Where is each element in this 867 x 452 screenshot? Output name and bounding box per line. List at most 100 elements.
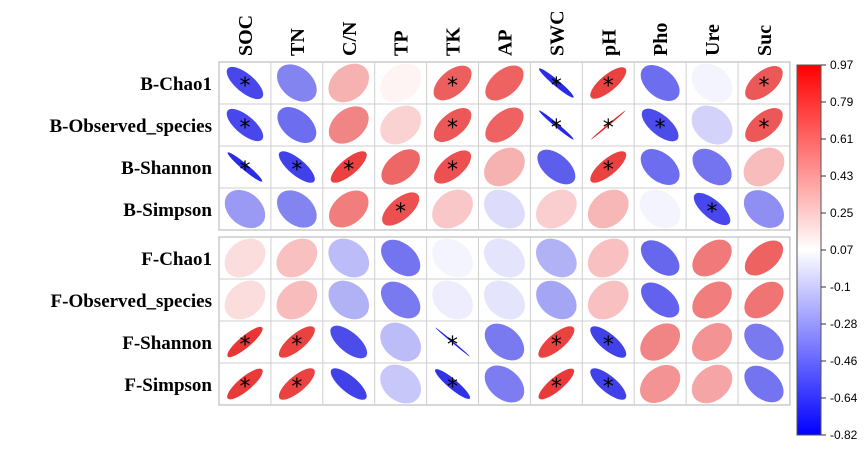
- significance-marker: *: [655, 116, 666, 141]
- cell-b-observed-species-suc: [745, 108, 783, 142]
- column-label-suc: Suc: [754, 25, 776, 56]
- row-label-b-chao1: B-Chao1: [140, 74, 212, 95]
- cell-b-observed-species-tn: [277, 107, 317, 143]
- cell-f-simpson-swc: [538, 368, 575, 400]
- cell-f-shannon-suc: [744, 323, 784, 361]
- significance-marker: *: [291, 375, 302, 400]
- cell-f-simpson-c-n: [330, 368, 367, 400]
- colorbar-tick-label: 0.97: [830, 58, 854, 72]
- significance-marker: *: [239, 74, 250, 99]
- cell-b-chao1-swc: [538, 68, 574, 98]
- cell-f-observed-species-tp: [380, 281, 421, 319]
- row-labels: B-Chao1 B-Observed_species B-Shannon B-Simp…: [49, 74, 212, 396]
- significance-marker: *: [551, 74, 562, 99]
- significance-marker: *: [447, 116, 458, 141]
- cell-f-observed-species-tk: [432, 280, 473, 320]
- significance-marker: *: [551, 116, 562, 141]
- significance-marker: *: [447, 333, 458, 358]
- cell-b-chao1-tp: [380, 63, 422, 103]
- cell-b-observed-species-ure: [691, 105, 733, 145]
- significance-marker: *: [239, 116, 250, 141]
- colorbar-tick-label: -0.1: [830, 280, 851, 294]
- cell-b-observed-species-soc: [226, 108, 264, 142]
- row-label-f-chao1: F-Chao1: [141, 249, 212, 270]
- cell-f-shannon-tp: [380, 322, 422, 362]
- cell-f-shannon-ph: [590, 326, 627, 358]
- cell-b-chao1-pho: [640, 65, 680, 101]
- row-label-b-observed-species: B-Observed_species: [49, 116, 212, 137]
- colorbar-tick-label: -0.46: [830, 354, 858, 368]
- significance-marker: *: [239, 333, 250, 358]
- significance-marker: *: [758, 74, 769, 99]
- cell-f-shannon-tk: [435, 327, 470, 357]
- cell-f-observed-species-suc: [744, 281, 784, 319]
- cell-f-shannon-pho: [640, 323, 681, 361]
- cell-b-chao1-suc: [745, 66, 783, 100]
- cell-f-shannon-swc: [538, 326, 575, 358]
- cell-b-simpson-tp: [382, 192, 420, 226]
- significance-marker: *: [291, 158, 302, 183]
- cell-f-observed-species-swc: [536, 280, 577, 320]
- column-label-c-n: C/N: [339, 21, 361, 56]
- significance-marker: *: [707, 200, 718, 225]
- cell-b-chao1-tn: [276, 64, 317, 102]
- cell-f-observed-species-pho: [641, 282, 680, 318]
- colorbar: 0.97 0.79 0.61 0.43 0.25 0.07 -0.1 -0.28 -0.46 -0…: [796, 58, 858, 442]
- cell-f-chao1-ap: [484, 238, 525, 278]
- significance-marker: *: [603, 158, 614, 183]
- cell-b-observed-species-swc: [539, 110, 574, 140]
- cell-b-observed-species-ap: [485, 107, 524, 143]
- cell-f-shannon-ure: [691, 322, 733, 362]
- cell-b-simpson-pho: [639, 189, 681, 229]
- cell-f-simpson-ap: [484, 365, 525, 403]
- significance-marker: *: [603, 116, 614, 141]
- row-label-b-shannon: B-Shannon: [121, 158, 212, 179]
- significance-marker: *: [758, 116, 769, 141]
- colorbar-tick-label: 0.25: [830, 206, 854, 220]
- colorbar-tick-label: 0.61: [830, 132, 854, 146]
- column-labels: SOC TN C/N TP TK AP SWC pH Pho Ure Suc: [235, 10, 776, 56]
- cell-b-simpson-tk: [432, 189, 473, 229]
- cell-b-shannon-suc: [743, 147, 785, 187]
- cell-b-shannon-soc: [227, 152, 263, 182]
- cell-b-simpson-swc: [535, 189, 577, 229]
- significance-marker: *: [603, 74, 614, 99]
- cell-b-simpson-suc: [743, 190, 785, 228]
- cell-f-observed-species-ure: [692, 281, 732, 319]
- column-label-swc: SWC: [546, 10, 568, 56]
- cell-b-shannon-tk: [433, 150, 472, 184]
- cell-b-shannon-tp: [381, 149, 420, 185]
- significance-marker: *: [447, 74, 458, 99]
- colorbar-tick-label: 0.43: [830, 169, 854, 183]
- significance-marker: *: [447, 158, 458, 183]
- cell-b-simpson-tn: [276, 190, 317, 228]
- colorbar-gradient: [796, 64, 822, 436]
- cell-b-simpson-c-n: [328, 190, 369, 228]
- cell-b-observed-species-tp: [380, 105, 422, 145]
- cell-b-shannon-c-n: [330, 151, 367, 183]
- row-label-b-simpson: B-Simpson: [123, 200, 212, 221]
- significance-marker: *: [239, 158, 250, 183]
- cell-f-chao1-soc: [224, 238, 266, 278]
- cell-f-chao1-ure: [692, 239, 732, 277]
- cell-b-simpson-ph: [587, 189, 629, 229]
- cell-f-shannon-soc: [227, 326, 263, 358]
- cell-b-chao1-soc: [226, 66, 264, 100]
- significance-marker: *: [395, 200, 406, 225]
- significance-marker: *: [551, 375, 562, 400]
- cell-b-shannon-pho: [640, 149, 680, 185]
- significance-marker: *: [603, 333, 614, 358]
- cell-f-simpson-ph: [590, 368, 627, 400]
- cell-f-chao1-tp: [381, 239, 421, 277]
- colorbar-tick-label: -0.64: [830, 391, 858, 405]
- colorbar-tick-label: -0.82: [830, 428, 858, 442]
- cell-f-simpson-ure: [691, 364, 733, 404]
- cell-f-chao1-pho: [640, 240, 680, 276]
- column-label-tp: TP: [391, 30, 413, 56]
- cell-f-observed-species-c-n: [328, 280, 370, 320]
- column-label-ap: AP: [494, 29, 516, 56]
- colorbar-tick-label: 0.07: [830, 243, 854, 257]
- column-label-tn: TN: [287, 28, 309, 56]
